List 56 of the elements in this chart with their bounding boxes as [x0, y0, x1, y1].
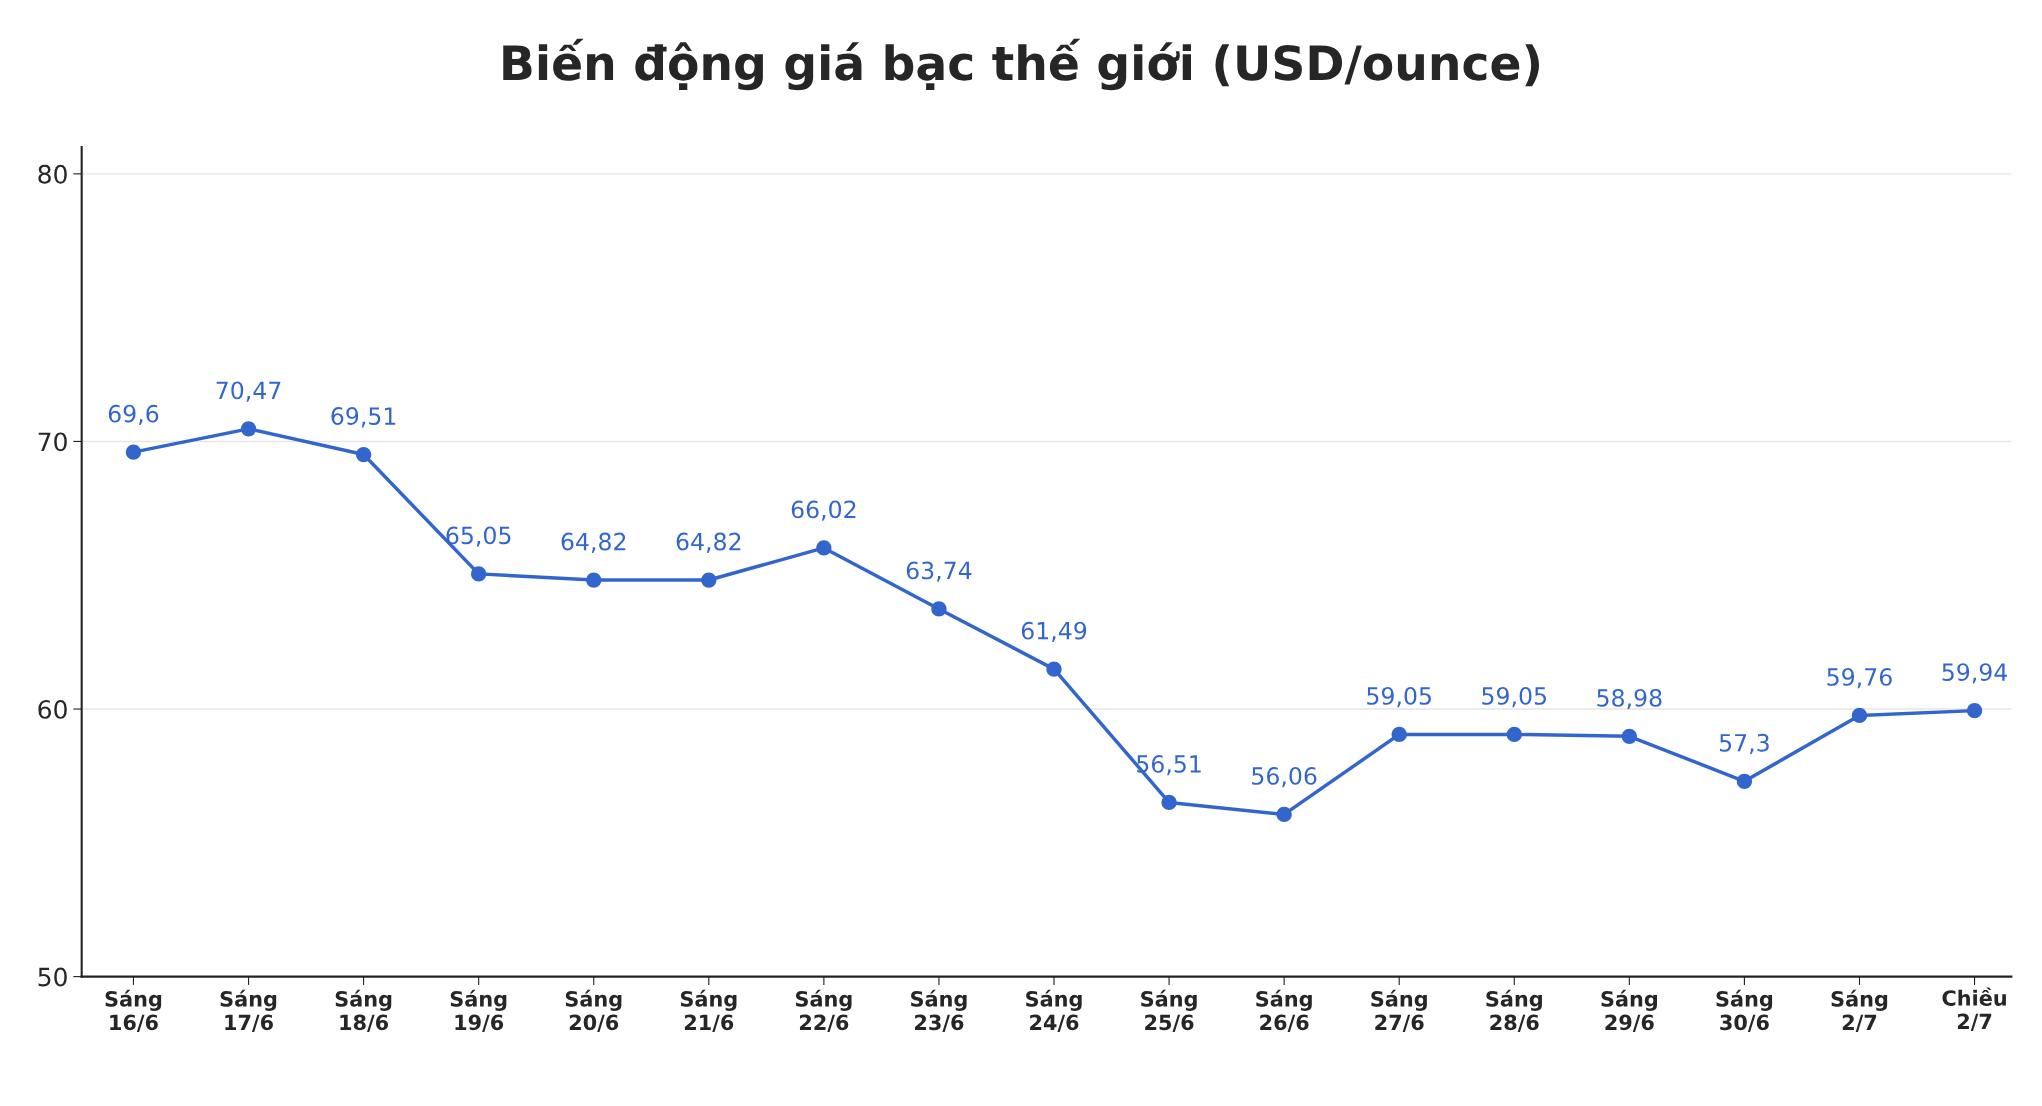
x-tick-label: Sáng 26/6 [1256, 989, 1312, 1032]
data-label: 63,74 [906, 561, 972, 582]
point [125, 444, 142, 460]
point [1621, 728, 1637, 744]
data-label: 61,49 [1021, 621, 1087, 642]
data-label: 66,02 [791, 500, 856, 521]
data-label: 59,94 [1942, 663, 2008, 684]
x-tick-label: Sáng 22/6 [795, 989, 852, 1032]
point [1276, 806, 1292, 823]
x-tick-label: Chiều 2/7 [1942, 987, 2006, 1031]
data-label: 69,51 [331, 407, 396, 428]
point [931, 601, 947, 617]
x-tick-label: Sáng 27/6 [1371, 989, 1427, 1032]
data-label: 59,05 [1482, 687, 1547, 708]
point [816, 540, 832, 556]
point [1391, 726, 1407, 743]
point [586, 572, 602, 588]
x-tick-label: Sáng 16/6 [105, 989, 162, 1032]
point [1736, 773, 1753, 789]
x-tick-label: Sáng 25/6 [1141, 989, 1197, 1032]
y-tick-label: 70 [38, 432, 67, 452]
point [1046, 661, 1062, 677]
point [1161, 794, 1177, 811]
data-label: 65,05 [446, 526, 511, 547]
data-label: 69,6 [108, 404, 159, 425]
x-tick-label: Sáng 30/6 [1716, 989, 1773, 1032]
y-tick-label: 60 [38, 699, 67, 719]
data-label: 56,06 [1252, 767, 1317, 788]
point [240, 421, 257, 437]
x-tick-label: Sáng 18/6 [335, 989, 392, 1032]
y-tick-label: 50 [38, 967, 67, 987]
point [1966, 702, 1983, 719]
point [355, 446, 372, 463]
data-label: 70,47 [216, 381, 281, 402]
data-label: 64,82 [676, 532, 741, 553]
data-label: 57,3 [1719, 733, 1769, 755]
x-tick-label: Sáng 29/6 [1601, 989, 1657, 1032]
point [1506, 726, 1522, 743]
x-tick-label: Sáng 23/6 [911, 989, 967, 1032]
data-label: 58,98 [1597, 688, 1662, 710]
data-label: 59,76 [1827, 668, 1892, 689]
y-tick-label: 80 [38, 164, 67, 184]
x-tick-label: Sáng 21/6 [680, 989, 737, 1032]
x-tick-label: Sáng 24/6 [1026, 989, 1082, 1032]
point [471, 566, 487, 582]
x-tick-label: Sáng 19/6 [450, 989, 507, 1032]
chart-title: Biến động giá bạc thế giới (USD/ounce) [503, 38, 1540, 91]
x-tick-label: Sáng 2/7 [1831, 989, 1888, 1032]
point [701, 572, 717, 588]
x-tick-label: Sáng 20/6 [565, 989, 622, 1032]
data-label: 56,51 [1137, 754, 1201, 776]
data-label: 59,05 [1367, 687, 1431, 708]
x-tick-label: Sáng 17/6 [220, 989, 277, 1032]
x-tick-label: Sáng 28/6 [1486, 989, 1542, 1032]
data-label: 64,82 [561, 532, 626, 553]
point [1851, 707, 1868, 724]
